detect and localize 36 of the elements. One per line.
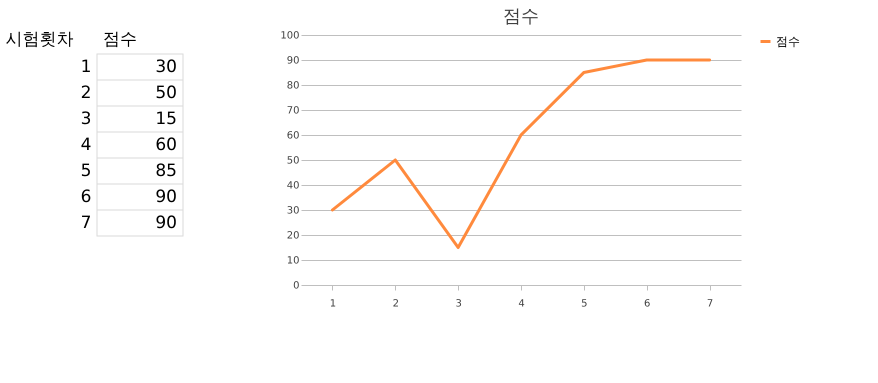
y-tick-label: 2: [80, 83, 92, 103]
data-label: 85: [155, 161, 177, 181]
y-tick-label: 3: [80, 109, 92, 129]
y-tick-label: 10: [286, 256, 300, 266]
y-axis-title: 시험횟차: [6, 30, 74, 50]
data-label: 90: [155, 187, 177, 207]
y-tick-label: 100: [280, 30, 300, 42]
data-label: 50: [155, 83, 177, 103]
y-tick-label: 4: [80, 135, 92, 155]
line-series: [330, 58, 712, 249]
x-tick-label: 6: [644, 298, 650, 310]
x-tick-label: 5: [581, 298, 588, 310]
x-tick-label: 3: [455, 298, 462, 310]
y-tick-label: 7: [80, 213, 92, 233]
y-tick-label: 1: [80, 57, 92, 77]
x-tick-label: 2: [392, 298, 399, 310]
legend-label: 점수: [776, 34, 800, 48]
y-tick-label: 30: [286, 206, 300, 216]
x-tick-label: 4: [518, 298, 525, 310]
data-label: 90: [155, 213, 177, 233]
y-tick-label: 20: [286, 230, 300, 242]
y-tick-label: 5: [80, 161, 92, 181]
x-tick-label: 1: [330, 298, 336, 310]
y-tick-label: 90: [286, 56, 300, 66]
y-tick-label: 40: [286, 180, 300, 192]
data-label: 15: [155, 109, 177, 129]
data-label: 60: [155, 135, 177, 155]
x-tick-label: 7: [706, 298, 714, 310]
y-tick-label: 0: [293, 280, 300, 292]
chart-title: 점수: [503, 6, 539, 27]
data-label: 30: [155, 57, 177, 77]
y-tick-label: 70: [286, 106, 300, 116]
y-tick-label: 80: [286, 80, 300, 92]
y-tick-label: 6: [80, 187, 92, 207]
y-tick-label: 60: [286, 130, 300, 142]
y-tick-label: 50: [286, 156, 300, 166]
